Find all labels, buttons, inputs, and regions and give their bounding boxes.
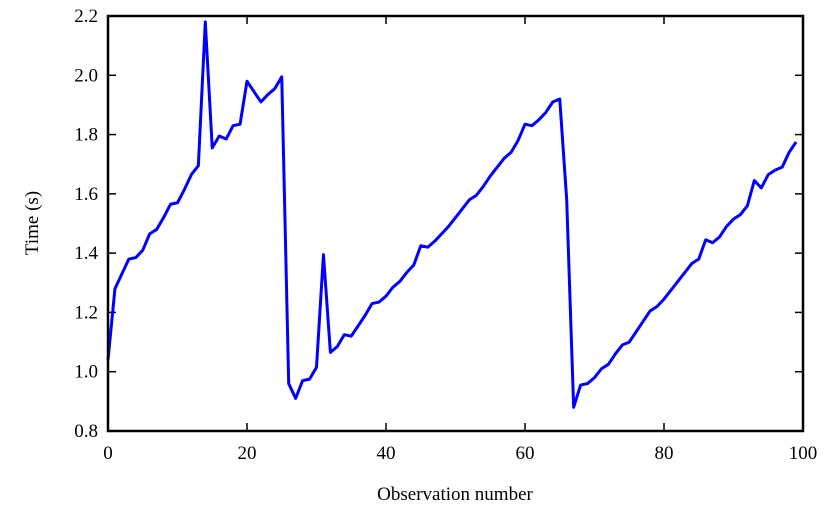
data-line bbox=[106, 20, 798, 409]
y-tick-label: 2.0 bbox=[74, 65, 98, 86]
y-tick-label: 1.6 bbox=[74, 184, 98, 205]
y-axis-label: Time (s) bbox=[22, 191, 43, 255]
x-axis-label: Observation number bbox=[377, 484, 533, 505]
plot-frame bbox=[106, 14, 805, 433]
x-tick-label: 20 bbox=[238, 443, 257, 464]
y-tick-label: 1.4 bbox=[74, 243, 98, 264]
y-tick-label: 0.8 bbox=[74, 421, 98, 442]
x-tick-label: 80 bbox=[655, 443, 674, 464]
y-tick-label: 1.0 bbox=[74, 362, 98, 383]
x-tick-label: 100 bbox=[789, 443, 818, 464]
y-tick-label: 1.2 bbox=[74, 302, 98, 323]
y-tick-label: 1.8 bbox=[74, 125, 98, 146]
x-tick-label: 40 bbox=[377, 443, 396, 464]
x-tick-label: 60 bbox=[516, 443, 535, 464]
x-tick-label: 0 bbox=[103, 443, 113, 464]
y-tick-label: 2.2 bbox=[74, 6, 98, 27]
